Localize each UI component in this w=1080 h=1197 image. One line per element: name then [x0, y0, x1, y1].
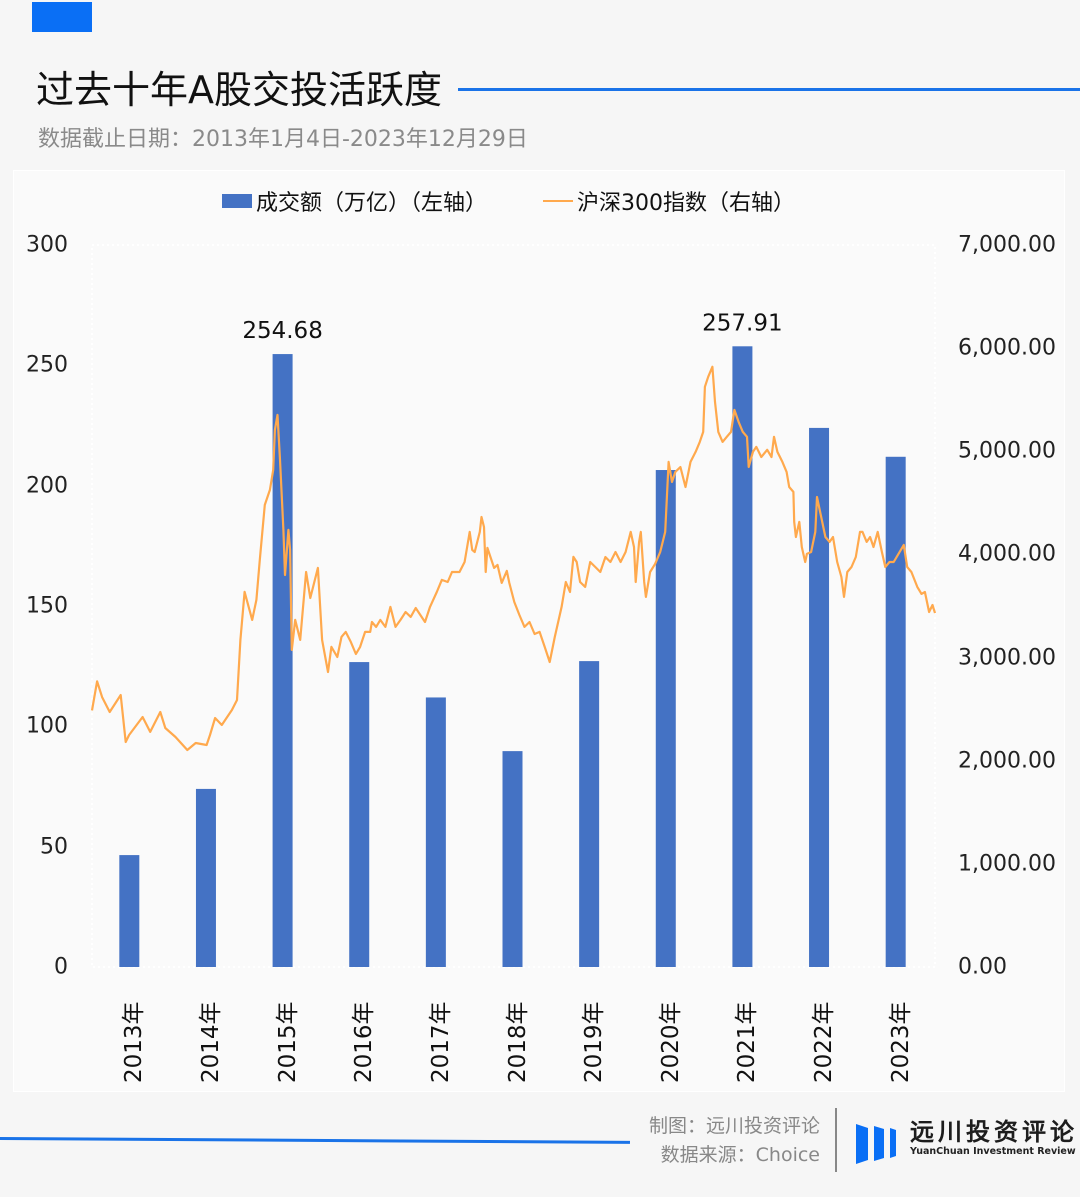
bar-2022年: [809, 427, 830, 967]
title-rule: [458, 88, 1080, 91]
brand-name-en: YuanChuan Investment Review: [910, 1146, 1076, 1157]
credit-block: 制图：远川投资评论 数据来源：Choice: [649, 1112, 820, 1170]
bar-2018年: [502, 751, 523, 967]
bar-2021年: [732, 346, 753, 967]
footer-divider: [835, 1108, 837, 1172]
right-axis-tick: 5,000.00: [958, 438, 1056, 464]
accent-block: [32, 2, 92, 32]
bar-2019年: [579, 661, 600, 967]
bar-legend-swatch: [222, 194, 252, 208]
bar-2014年: [195, 788, 216, 967]
right-axis-tick: 1,000.00: [958, 851, 1056, 877]
left-axis-tick: 150: [26, 593, 68, 619]
bar-2023年: [885, 456, 906, 967]
page-title: 过去十年A股交投活跃度: [36, 68, 442, 112]
three-bars-logo-icon: [856, 1124, 896, 1164]
legend-line-label: 沪深300指数（右轴）: [577, 191, 796, 216]
bar-2017年: [425, 697, 446, 967]
x-axis-label: 2020年: [657, 1001, 684, 1083]
bar-2020年: [655, 470, 676, 967]
left-axis-tick: 100: [26, 713, 68, 739]
credit-data-source: 数据来源：Choice: [660, 1144, 820, 1166]
x-axis-label: 2019年: [581, 1001, 608, 1083]
right-axis-tick: 7,000.00: [958, 232, 1056, 258]
x-axis-label: 2022年: [811, 1001, 838, 1083]
bar-2013年: [119, 855, 140, 967]
left-axis-tick: 200: [26, 473, 68, 499]
left-axis-tick: 300: [26, 232, 68, 258]
csi300-line: [90, 365, 937, 752]
right-axis-tick: 0.00: [958, 954, 1007, 980]
credit-chart-by: 制图：远川投资评论: [648, 1115, 820, 1137]
x-axis-label: 2016年: [351, 1001, 378, 1083]
x-axis-label: 2018年: [504, 1001, 531, 1083]
x-axis-label: 2015年: [274, 1001, 301, 1083]
right-axis-tick: 6,000.00: [958, 335, 1056, 361]
right-axis-tick: 3,000.00: [958, 645, 1056, 671]
brand-name-cn: 远川投资评论: [910, 1118, 1078, 1146]
line-legend-swatch: [543, 200, 574, 202]
legend-bar-label: 成交额（万亿）（左轴）: [256, 191, 488, 216]
brand-wordmark: 远川投资评论 YuanChuan Investment Review: [910, 1118, 1078, 1158]
bar-data-label: 257.91: [702, 310, 782, 336]
subtitle: 数据截止日期：2013年1月4日-2023年12月29日: [38, 127, 528, 152]
right-axis-tick: 4,000.00: [958, 541, 1056, 567]
x-axis-label: 2013年: [121, 1001, 148, 1083]
left-axis-tick: 50: [40, 834, 68, 860]
left-axis-tick: 0: [54, 954, 68, 980]
x-axis-label: 2017年: [427, 1001, 454, 1083]
x-axis-label: 2014年: [197, 1001, 224, 1083]
x-axis-label: 2021年: [734, 1001, 761, 1083]
x-axis-label: 2023年: [887, 1001, 914, 1083]
left-axis-tick: 250: [26, 352, 68, 378]
chart-legend: 成交额（万亿）（左轴） 沪深300指数（右轴）: [222, 185, 795, 217]
bar-2016年: [349, 662, 370, 967]
bar-2015年: [272, 354, 293, 967]
bar-data-label: 254.68: [242, 318, 322, 344]
right-axis-tick: 2,000.00: [958, 748, 1056, 774]
